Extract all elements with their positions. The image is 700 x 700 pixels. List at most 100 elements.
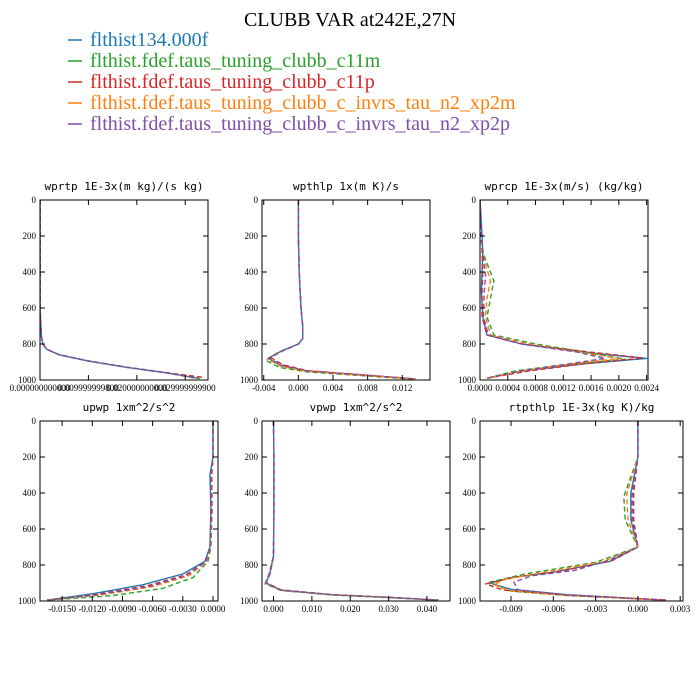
series-line xyxy=(489,421,667,601)
plot-frame xyxy=(261,420,451,602)
series-line xyxy=(264,421,439,601)
y-tick-label: 600 xyxy=(23,303,37,313)
series-line xyxy=(265,421,439,601)
series-line xyxy=(40,200,198,380)
y-tick-label: 0 xyxy=(32,195,37,205)
series-line xyxy=(480,200,648,379)
series-line xyxy=(484,421,667,601)
series-line xyxy=(267,200,416,380)
panel-title: wprtp 1E-3x(m kg)/(s kg) xyxy=(45,180,204,193)
y-tick-label: 200 xyxy=(23,231,37,241)
legend-entry: flthist.fdef.taus_tuning_clubb_c11p xyxy=(90,71,375,93)
y-tick-label: 0 xyxy=(254,416,259,426)
y-tick-label: 600 xyxy=(463,303,477,313)
x-tick-label: 0.012 xyxy=(392,383,412,393)
x-tick-label: 0.0008 xyxy=(523,383,548,393)
chart-panel: wprtp 1E-3x(m kg)/(s kg) 0 200 400 600 800 100… xyxy=(10,180,216,393)
plot-frame xyxy=(261,199,431,381)
legend-entry: flthist134.000f xyxy=(90,29,209,51)
figure-title: CLUBB VAR at242E,27N xyxy=(244,9,456,31)
series-line xyxy=(266,200,416,380)
x-tick-label: 0.003 xyxy=(670,604,691,614)
y-tick-label: 0 xyxy=(472,416,477,426)
x-tick-label: 0.0000 xyxy=(468,383,493,393)
y-tick-label: 1000 xyxy=(458,596,477,606)
series-line xyxy=(489,421,667,601)
plot-frame xyxy=(39,420,219,602)
x-tick-label: -0.0060 xyxy=(139,604,167,614)
y-tick-label: 600 xyxy=(245,524,259,534)
x-tick-label: 0.0004 xyxy=(495,383,520,393)
plot-frame xyxy=(479,420,684,602)
y-tick-label: 600 xyxy=(245,303,259,313)
y-tick-label: 200 xyxy=(463,452,477,462)
y-tick-label: 400 xyxy=(463,488,477,498)
x-tick-label: -0.003 xyxy=(584,604,608,614)
plot-frame xyxy=(479,199,649,381)
x-tick-label: 0.004 xyxy=(323,383,344,393)
y-tick-label: 400 xyxy=(245,488,259,498)
series-line xyxy=(480,200,620,379)
y-tick-label: 0 xyxy=(32,416,37,426)
x-tick-label: -0.0120 xyxy=(78,604,106,614)
x-tick-label: 0.0020 xyxy=(606,383,631,393)
series-line xyxy=(46,421,214,601)
series-line xyxy=(40,200,197,379)
legend-entry: flthist.fdef.taus_tuning_clubb_c11m xyxy=(90,50,381,72)
x-tick-label: 0.0016 xyxy=(579,383,604,393)
x-tick-label: 0.0000 xyxy=(201,604,226,614)
y-tick-label: 1000 xyxy=(240,375,259,385)
series-line xyxy=(480,200,606,379)
series-line xyxy=(513,421,667,601)
x-tick-label: -0.0150 xyxy=(48,604,76,614)
series-line xyxy=(264,421,439,601)
y-tick-label: 200 xyxy=(463,231,477,241)
x-tick-label: 0.000 xyxy=(263,604,284,614)
series-line xyxy=(40,200,200,380)
x-tick-label: -0.004 xyxy=(252,383,276,393)
x-tick-label: 0.000 xyxy=(628,604,649,614)
series-line xyxy=(493,421,667,601)
y-tick-label: 400 xyxy=(463,267,477,277)
y-tick-label: 800 xyxy=(463,560,477,570)
x-tick-label: 0.020000000000 xyxy=(106,383,167,393)
panel-title: wpthlp 1x(m K)/s xyxy=(293,180,399,193)
panel-title: vpwp 1xm^2/s^2 xyxy=(310,401,403,414)
y-tick-label: 400 xyxy=(23,488,37,498)
x-tick-label: 0.000 xyxy=(288,383,309,393)
x-tick-label: 0.029999999900 xyxy=(155,383,216,393)
y-tick-label: 400 xyxy=(245,267,259,277)
y-tick-label: 800 xyxy=(23,560,37,570)
chart-panel: wprcp 1E-3x(m/s) (kg/kg) 0 200 400 600 800 100… xyxy=(458,180,659,393)
x-tick-label: 0.030 xyxy=(378,604,399,614)
y-tick-label: 0 xyxy=(472,195,477,205)
legend-entry: flthist.fdef.taus_tuning_clubb_c_invrs_t… xyxy=(90,113,510,135)
panel-title: upwp 1xm^2/s^2 xyxy=(83,401,176,414)
y-tick-label: 800 xyxy=(463,339,477,349)
y-tick-label: 400 xyxy=(23,267,37,277)
x-tick-label: 0.0012 xyxy=(551,383,576,393)
y-tick-label: 1000 xyxy=(18,375,37,385)
series-line xyxy=(480,200,644,379)
y-tick-label: 600 xyxy=(23,524,37,534)
y-tick-label: 800 xyxy=(245,339,259,349)
series-line xyxy=(269,200,416,380)
chart-panel: vpwp 1xm^2/s^2 0 200 400 600 800 1000 0.000 0.01… xyxy=(240,401,451,614)
series-line xyxy=(480,200,627,379)
y-tick-label: 1000 xyxy=(240,596,259,606)
y-tick-label: 600 xyxy=(463,524,477,534)
y-tick-label: 200 xyxy=(245,231,259,241)
series-line xyxy=(40,200,199,379)
series-line xyxy=(264,200,416,380)
x-tick-label: 0.010 xyxy=(302,604,323,614)
series-line xyxy=(268,200,416,380)
series-line xyxy=(265,421,439,601)
legend-entry: flthist.fdef.taus_tuning_clubb_c_invrs_t… xyxy=(90,92,516,114)
chart-panels: wprtp 1E-3x(m kg)/(s kg) 0 200 400 600 800 100… xyxy=(10,180,691,614)
y-tick-label: 200 xyxy=(23,452,37,462)
y-tick-label: 200 xyxy=(245,452,259,462)
x-tick-label: -0.009 xyxy=(499,604,523,614)
y-tick-label: 800 xyxy=(245,560,259,570)
